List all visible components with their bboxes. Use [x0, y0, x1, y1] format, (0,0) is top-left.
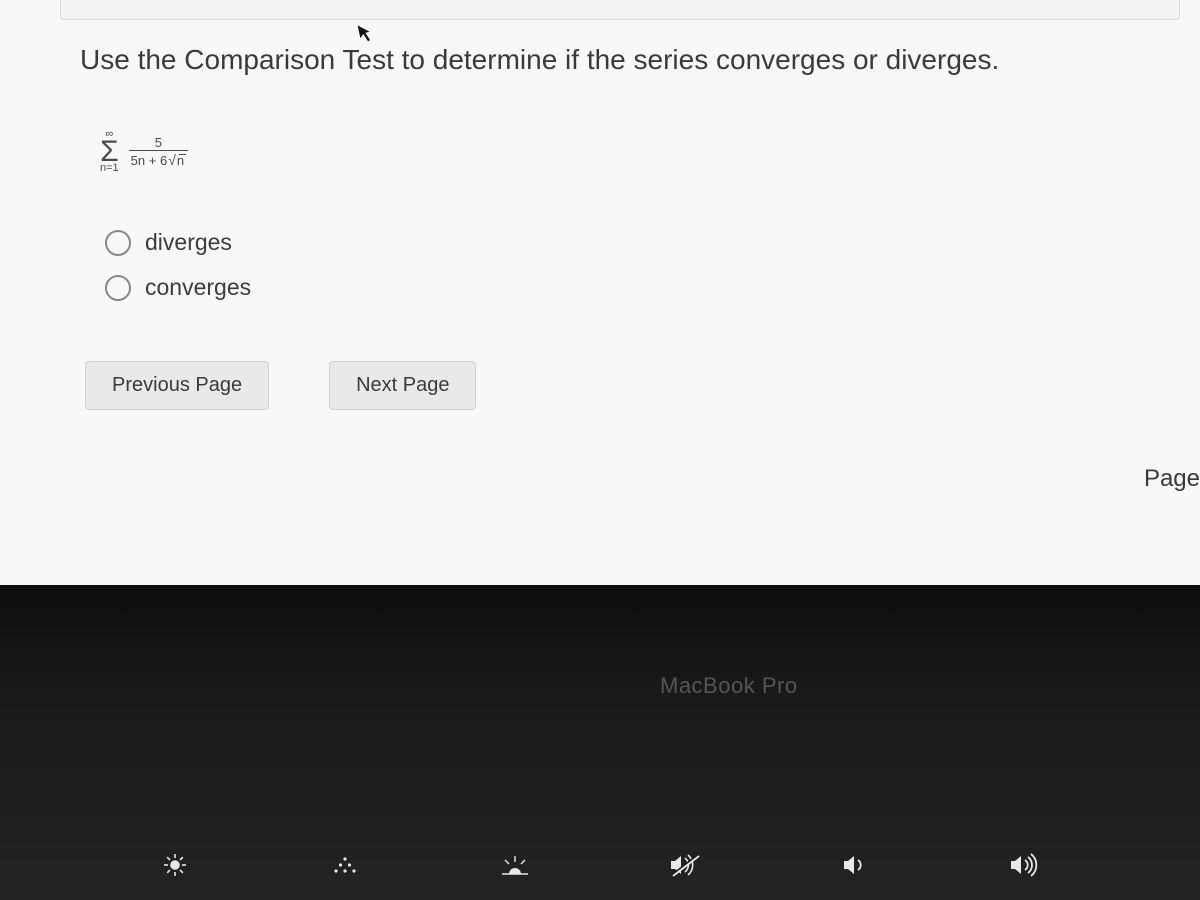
panel-top-edge [60, 0, 1180, 20]
sigma-symbol: Σ [100, 138, 119, 165]
sqrt-symbol: √ [168, 152, 176, 168]
cursor-pointer-icon [356, 21, 376, 46]
answer-options: diverges converges [105, 229, 1120, 301]
sqrt: √ n [168, 152, 186, 168]
option-converges[interactable]: converges [105, 274, 1120, 301]
quiz-panel: Use the Comparison Test to determine if … [0, 0, 1200, 585]
fraction-numerator: 5 [151, 135, 166, 150]
keyboard-brightness-high-icon[interactable] [495, 850, 535, 880]
radio-diverges[interactable] [105, 230, 131, 256]
previous-page-button[interactable]: Previous Page [85, 361, 269, 410]
radio-converges[interactable] [105, 275, 131, 301]
series-expression: ∞ Σ n=1 5 5n + 6 √ n [100, 129, 1120, 174]
next-page-button[interactable]: Next Page [329, 361, 476, 410]
keyboard-brightness-low-icon[interactable] [325, 850, 365, 880]
denominator-left: 5n + 6 [131, 153, 168, 168]
nav-row: Previous Page Next Page [85, 361, 1120, 410]
touch-bar [0, 850, 1200, 880]
volume-mute-icon[interactable] [665, 850, 705, 880]
sqrt-bar [179, 154, 186, 155]
question-prompt: Use the Comparison Test to determine if … [80, 40, 1120, 79]
option-label-diverges: diverges [145, 229, 232, 256]
laptop-bezel: MacBook Pro [0, 585, 1200, 900]
laptop-model-label: MacBook Pro [660, 673, 798, 699]
fraction-denominator: 5n + 6 √ n [129, 151, 188, 168]
sigma-lower-limit: n=1 [100, 163, 119, 174]
option-diverges[interactable]: diverges [105, 229, 1120, 256]
volume-high-icon[interactable] [1005, 850, 1045, 880]
brightness-up-icon[interactable] [155, 850, 195, 880]
page-indicator: Page [1144, 465, 1200, 493]
option-label-converges: converges [145, 274, 251, 301]
fraction: 5 5n + 6 √ n [129, 135, 188, 168]
sigma-notation: ∞ Σ n=1 [100, 129, 119, 174]
volume-low-icon[interactable] [835, 850, 875, 880]
